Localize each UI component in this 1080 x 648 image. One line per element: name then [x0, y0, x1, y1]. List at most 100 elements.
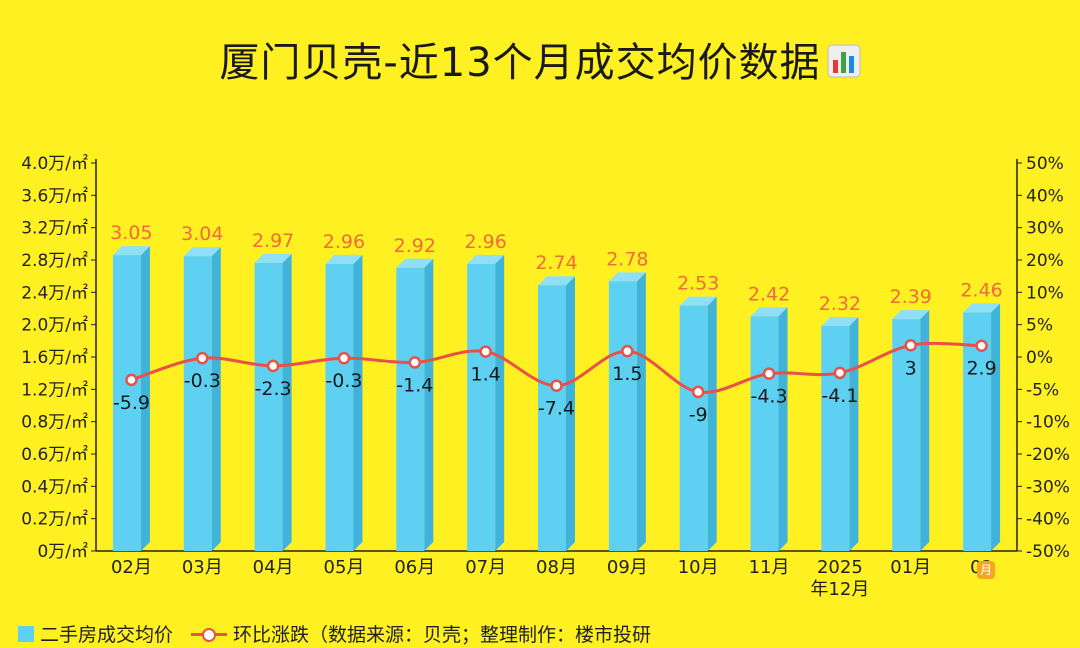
- y-right-tick-label: -5%: [1026, 380, 1059, 400]
- y-right-tick-label: -30%: [1026, 477, 1070, 497]
- legend-line-label: 环比涨跌（数据来源：贝壳；整理制作：楼市投研: [233, 624, 652, 646]
- bar-side: [211, 247, 221, 551]
- line-point: [337, 351, 351, 365]
- bar-top: [467, 254, 505, 264]
- y-right-tick-label: -10%: [1026, 413, 1070, 433]
- y-left-tick-label: 0.8万/㎡: [21, 413, 88, 433]
- line-value-label: -7.4: [538, 398, 575, 420]
- legend-line-swatch: [191, 626, 228, 642]
- bar-side: [920, 310, 930, 551]
- y-left-tick-label: 4.0万/㎡: [21, 154, 88, 174]
- line-value-label: -4.3: [750, 386, 787, 408]
- bar-value-label: 2.46: [960, 279, 1002, 301]
- y-left-tick-label: 0.4万/㎡: [21, 477, 88, 497]
- legend-bar-swatch: [18, 625, 34, 642]
- y-left-tick-label: 1.6万/㎡: [21, 348, 88, 368]
- y-left-tick-label: 3.6万/㎡: [21, 186, 88, 206]
- x-tick-label: 11月: [749, 557, 790, 578]
- bar: [538, 285, 566, 551]
- bar: [467, 263, 496, 551]
- bar-chart-icon: [827, 42, 861, 88]
- y-right-tick-label: 0%: [1026, 348, 1053, 368]
- line-value-label: -9: [689, 404, 708, 426]
- bar-top: [538, 276, 575, 286]
- bar-value-label: 2.32: [819, 293, 861, 315]
- y-right-tick-label: -50%: [1026, 542, 1070, 562]
- bar: [750, 316, 779, 551]
- x-tick-label: 09月: [607, 557, 648, 578]
- y-left-tick-label: 0万/㎡: [37, 542, 88, 562]
- bar-side: [495, 254, 505, 551]
- x-tick-label: 10月: [678, 557, 719, 578]
- bar-side: [353, 254, 363, 551]
- bar-side: [636, 272, 646, 551]
- y-right-tick-label: 40%: [1026, 186, 1064, 206]
- y-right-tick-label: 10%: [1026, 283, 1064, 303]
- x-tick-label: 06月: [394, 557, 435, 578]
- bar: [892, 319, 921, 551]
- line-point: [621, 344, 634, 358]
- line-point: [762, 367, 776, 380]
- line-value-label: -5.9: [113, 392, 150, 414]
- line-value-label: -4.1: [821, 385, 858, 407]
- line-value-label: -0.3: [325, 370, 362, 392]
- line-value-label: 3: [905, 357, 917, 379]
- line-value-label: 2.9: [966, 358, 996, 380]
- bar-top: [254, 253, 292, 263]
- bar: [112, 255, 141, 551]
- bar: [396, 267, 425, 551]
- y-right-tick-label: 50%: [1026, 154, 1064, 174]
- bar-side: [424, 258, 434, 551]
- bar: [963, 312, 992, 551]
- bar-side: [282, 253, 292, 551]
- x-tick-label: 01月: [890, 557, 931, 578]
- bar-value-label: 2.74: [535, 252, 577, 274]
- bar-value-label: 2.92: [394, 235, 436, 257]
- y-left-tick-label: 0.6万/㎡: [21, 445, 88, 465]
- line-point: [479, 345, 492, 358]
- bar-side: [849, 316, 859, 551]
- bar: [183, 256, 212, 551]
- bar: [821, 325, 850, 551]
- x-tick-label: 05月: [324, 557, 365, 578]
- bar-value-label: 2.53: [677, 273, 719, 295]
- x-tick-label: 07月: [465, 557, 506, 578]
- line-point: [125, 373, 138, 387]
- bar-top: [750, 307, 788, 317]
- bar-top: [183, 247, 221, 257]
- line-value-label: 1.5: [612, 363, 642, 385]
- bar: [325, 263, 354, 551]
- y-right-tick-label: 20%: [1026, 251, 1064, 271]
- bar-value-label: 2.78: [606, 248, 648, 270]
- x-tick-label: 02月: [111, 557, 152, 578]
- bar-value-label: 2.42: [748, 283, 790, 305]
- y-right-tick-label: -40%: [1026, 510, 1070, 530]
- bar-top: [396, 258, 434, 268]
- y-right-tick-label: 30%: [1026, 219, 1064, 239]
- month-badge: 月: [977, 561, 995, 579]
- line-point: [833, 366, 847, 380]
- x-tick-label: 08月: [536, 557, 577, 578]
- bar-side: [991, 303, 1001, 551]
- line-value-label: -2.3: [255, 378, 292, 400]
- y-right-tick-label: 5%: [1026, 316, 1053, 336]
- x-tick-label: 04月: [253, 557, 294, 578]
- bar-top: [608, 272, 646, 282]
- line-value-label: 1.4: [471, 364, 501, 386]
- line-point: [975, 339, 988, 352]
- y-left-tick-label: 2.4万/㎡: [21, 283, 88, 303]
- y-left-tick-label: 2.0万/㎡: [21, 316, 88, 336]
- line-value-label: -1.4: [396, 374, 433, 396]
- y-left-tick-label: 0.2万/㎡: [21, 510, 88, 530]
- x-tick-label: 年12月: [810, 579, 869, 600]
- bar-value-label: 2.39: [890, 286, 932, 308]
- line-point: [904, 339, 917, 352]
- legend-bar-label: 二手房成交均价: [40, 624, 174, 646]
- bar: [254, 262, 283, 551]
- bar-top: [963, 303, 1001, 313]
- line-value-label: -0.3: [184, 370, 221, 392]
- bar-side: [778, 307, 788, 551]
- chart-title: 厦门贝壳-近13个月成交均价数据: [0, 30, 1080, 88]
- bar-top: [679, 296, 717, 306]
